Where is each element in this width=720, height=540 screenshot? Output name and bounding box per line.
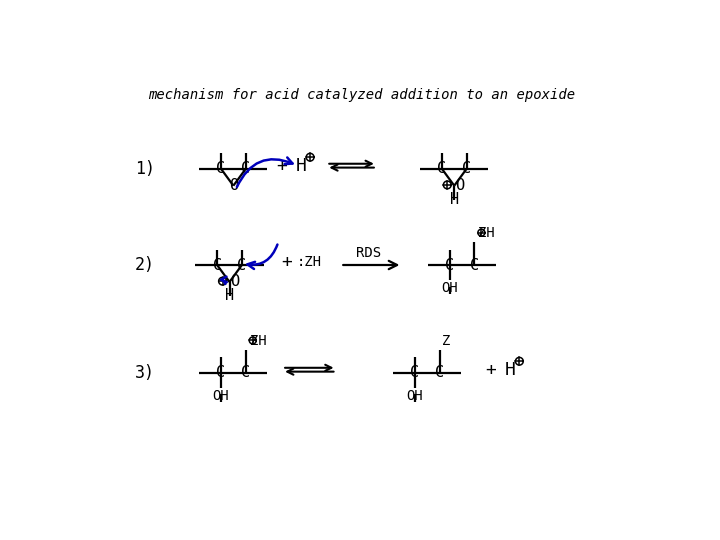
Text: Z: Z bbox=[442, 334, 450, 348]
Text: C: C bbox=[241, 365, 251, 380]
Text: C: C bbox=[212, 258, 222, 273]
Text: H: H bbox=[295, 157, 306, 174]
Text: 1): 1) bbox=[135, 160, 155, 178]
Text: C: C bbox=[445, 258, 454, 273]
Text: +: + bbox=[485, 361, 496, 379]
Text: H: H bbox=[450, 192, 459, 207]
Text: C: C bbox=[410, 365, 419, 380]
FancyArrowPatch shape bbox=[237, 158, 292, 187]
Text: C: C bbox=[470, 258, 479, 273]
Text: 2): 2) bbox=[135, 256, 155, 274]
Text: O: O bbox=[229, 178, 238, 193]
Text: RDS: RDS bbox=[356, 246, 382, 260]
Text: +: + bbox=[282, 253, 292, 271]
Text: O: O bbox=[230, 274, 240, 289]
Text: OH: OH bbox=[212, 389, 230, 403]
Text: C: C bbox=[462, 161, 471, 176]
FancyArrowPatch shape bbox=[248, 245, 277, 269]
Text: mechanism for acid catalyzed addition to an epoxide: mechanism for acid catalyzed addition to… bbox=[148, 88, 575, 102]
Text: :ZH: :ZH bbox=[297, 255, 322, 269]
Text: C: C bbox=[437, 161, 446, 176]
Text: ZH: ZH bbox=[250, 334, 266, 348]
Text: 3): 3) bbox=[135, 364, 155, 382]
Text: H: H bbox=[225, 288, 234, 303]
Text: C: C bbox=[238, 258, 246, 273]
Text: C: C bbox=[217, 365, 225, 380]
Text: O: O bbox=[455, 178, 464, 193]
Text: C: C bbox=[241, 161, 251, 176]
Text: C: C bbox=[217, 161, 225, 176]
Text: H: H bbox=[505, 361, 516, 379]
Text: OH: OH bbox=[406, 389, 423, 403]
Text: ZH: ZH bbox=[478, 226, 495, 240]
Text: OH: OH bbox=[441, 281, 458, 295]
Text: +: + bbox=[276, 157, 287, 174]
FancyArrowPatch shape bbox=[221, 276, 227, 284]
Text: C: C bbox=[435, 365, 444, 380]
